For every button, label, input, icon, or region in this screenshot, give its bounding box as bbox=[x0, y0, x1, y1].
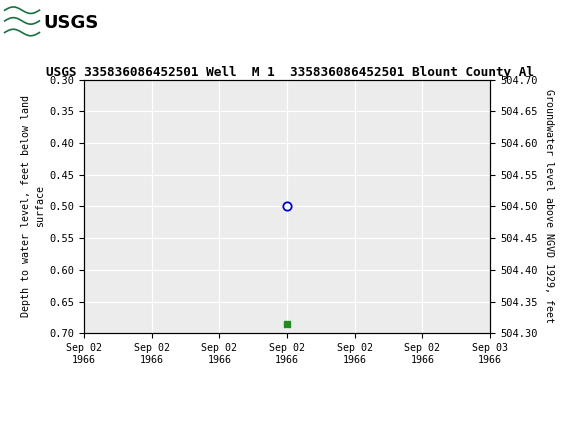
Text: USGS: USGS bbox=[44, 14, 99, 32]
Y-axis label: Depth to water level, feet below land
surface: Depth to water level, feet below land su… bbox=[21, 95, 45, 317]
Legend: Period of approved data: Period of approved data bbox=[184, 427, 390, 430]
Y-axis label: Groundwater level above NGVD 1929, feet: Groundwater level above NGVD 1929, feet bbox=[544, 89, 554, 323]
Text: USGS 335836086452501 Well  M 1  335836086452501 Blount County Al: USGS 335836086452501 Well M 1 3358360864… bbox=[46, 66, 534, 79]
